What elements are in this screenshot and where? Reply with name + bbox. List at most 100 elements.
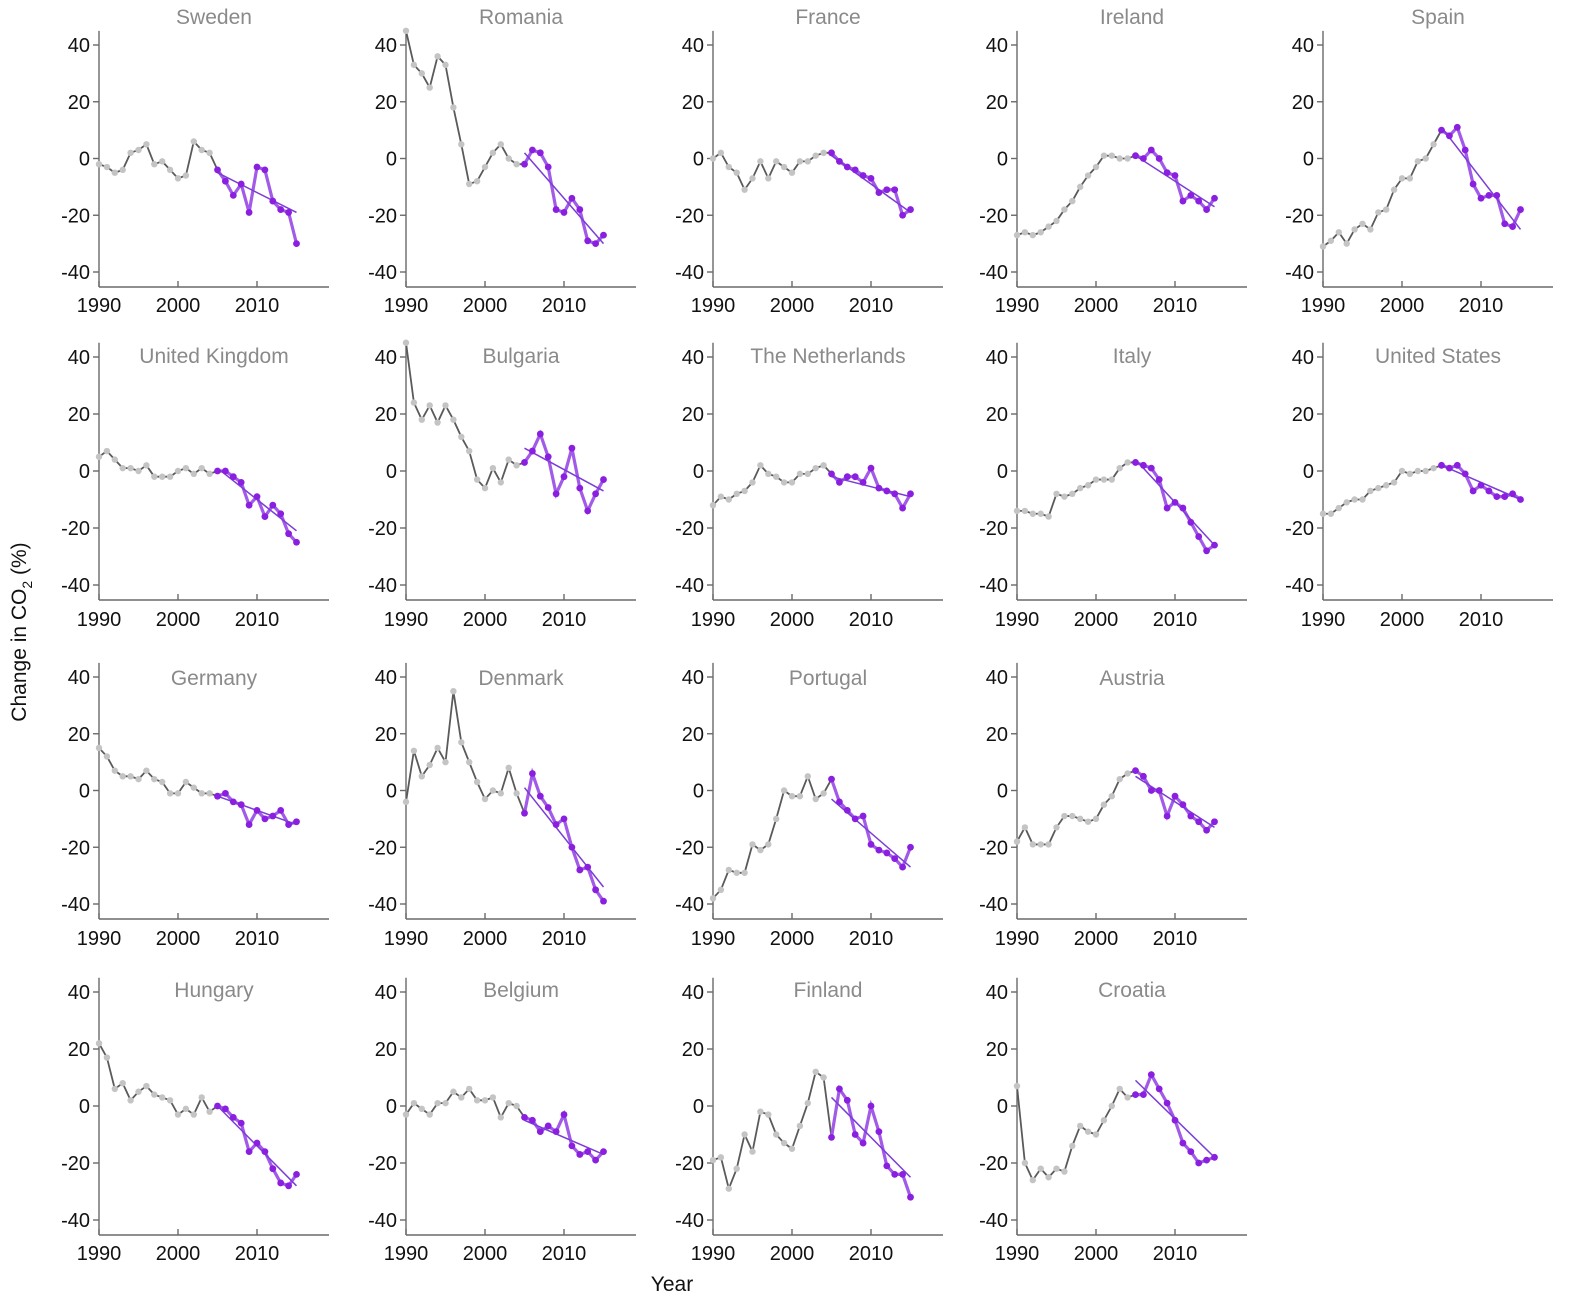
historical-point (473, 1097, 481, 1104)
historical-point (1077, 815, 1084, 823)
recent-point (253, 1139, 261, 1147)
x-tick-label: 1990 (384, 1243, 429, 1265)
recent-point (529, 770, 536, 777)
historical-point (1108, 476, 1116, 483)
y-axis-title: Change in CO2 (%) (8, 542, 35, 721)
recent-point (1155, 1085, 1163, 1093)
historical-point (725, 866, 732, 874)
panel-title: Ireland (1100, 6, 1164, 29)
historical-point (765, 175, 772, 182)
recent-point (851, 1131, 859, 1138)
recent-point (277, 806, 285, 814)
historical-point (1029, 231, 1037, 239)
y-tick-label: 20 (682, 404, 704, 426)
historical-point (804, 773, 811, 780)
recent-point (899, 863, 906, 871)
historical-point (198, 1094, 205, 1101)
historical-point (481, 795, 489, 803)
y-tick-label: 20 (68, 404, 90, 426)
historical-point (1037, 229, 1044, 236)
recent-series-line (1134, 460, 1216, 554)
y-tick-label: 20 (986, 1039, 1008, 1061)
historical-point (434, 419, 441, 426)
recent-point (269, 1165, 277, 1173)
panel-germany: 40 20 0 -20 -40 1990 2000 2010 Germany (61, 662, 329, 950)
historical-point (473, 476, 481, 483)
historical-point (1430, 141, 1437, 148)
historical-point (804, 1099, 811, 1107)
trend-line (1440, 126, 1522, 230)
historical-point (1414, 467, 1422, 475)
recent-point (277, 206, 285, 213)
historical-point (410, 61, 418, 69)
x-axis-title: Year (651, 1273, 693, 1296)
recent-point (1147, 1071, 1155, 1079)
historical-series-line (405, 1087, 526, 1120)
y-tick-label: 0 (997, 149, 1008, 171)
recent-series-line (523, 429, 605, 516)
historical-point (402, 1111, 410, 1118)
panel-united-states: 40 20 0 -20 -40 1990 2000 2010 United States (1285, 342, 1553, 631)
y-tick-label: 0 (386, 461, 397, 483)
recent-point (1509, 223, 1516, 231)
y-tick-label: 40 (682, 347, 704, 369)
historical-point (505, 456, 512, 463)
panel-hungary: 40 20 0 -20 -40 1990 2000 2010 Hungary (61, 977, 329, 1265)
panel-title: United States (1375, 345, 1501, 368)
x-tick-label: 2000 (1074, 1243, 1119, 1265)
y-tick-label: 20 (986, 724, 1008, 746)
recent-point (222, 467, 229, 475)
recent-series-line (1134, 147, 1216, 213)
trend-line (831, 155, 911, 214)
historical-point (820, 790, 827, 797)
x-tick-label: 2010 (235, 609, 280, 631)
x-tick-label: 2010 (1459, 295, 1504, 317)
historical-point (1406, 470, 1414, 478)
recent-point (592, 490, 599, 498)
historical-point (206, 470, 213, 478)
y-tick-label: 0 (693, 781, 704, 803)
historical-point (812, 464, 819, 472)
recent-point (245, 501, 253, 509)
historical-point (765, 1111, 772, 1118)
x-tick-label: 2010 (1153, 1243, 1198, 1265)
y-tick-label: 40 (986, 982, 1008, 1004)
recent-point (1446, 464, 1453, 472)
historical-point (505, 1099, 512, 1107)
recent-point (1469, 180, 1477, 188)
recent-point (883, 1162, 891, 1170)
historical-point (1053, 217, 1060, 225)
recent-point (277, 510, 285, 518)
y-tick-label: 40 (68, 667, 90, 689)
historical-point (135, 775, 142, 783)
recent-point (245, 1148, 253, 1155)
y-tick-label: 40 (986, 347, 1008, 369)
trend-line (831, 798, 911, 868)
historical-point (773, 1131, 780, 1138)
historical-point (796, 792, 804, 800)
historical-point (166, 1097, 174, 1104)
recent-point (261, 1148, 269, 1155)
historical-point (489, 149, 497, 157)
y-tick-label: 0 (693, 461, 704, 483)
historical-point (450, 416, 457, 423)
y-tick-label: -20 (979, 205, 1008, 227)
recent-point (1147, 787, 1155, 794)
historical-point (780, 1139, 788, 1147)
y-tick-label: -20 (61, 837, 90, 859)
y-tick-label: 40 (682, 982, 704, 1004)
recent-point (269, 501, 277, 509)
x-tick-label: 2000 (1380, 295, 1425, 317)
x-tick-label: 2000 (1074, 295, 1119, 317)
recent-point (828, 1133, 835, 1141)
historical-series-line (98, 449, 218, 478)
historical-point (1327, 237, 1335, 244)
recent-series-line (217, 469, 298, 544)
historical-point (127, 1097, 134, 1104)
recent-point (237, 1119, 245, 1127)
recent-point (529, 447, 536, 455)
recent-point (293, 1171, 300, 1178)
historical-point (733, 1165, 740, 1172)
y-tick-label: 40 (1292, 347, 1314, 369)
panel-title: Portugal (789, 667, 867, 690)
